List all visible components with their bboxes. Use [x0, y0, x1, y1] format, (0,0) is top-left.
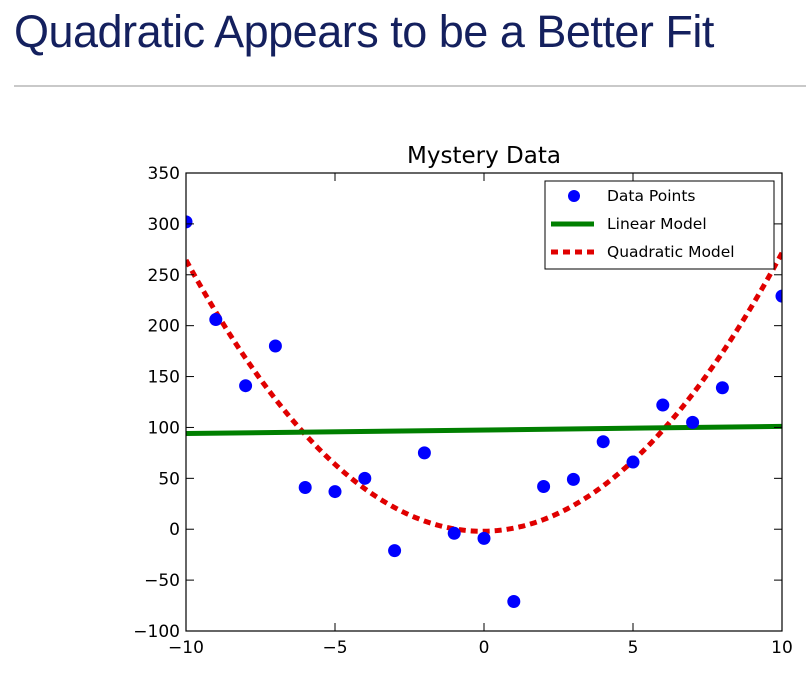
data-point — [239, 379, 252, 392]
data-point — [507, 595, 520, 608]
data-point — [269, 340, 282, 353]
data-point — [448, 527, 461, 540]
data-point — [567, 473, 580, 486]
y-tick-label: 0 — [169, 520, 180, 540]
y-tick-label: −50 — [144, 571, 180, 591]
data-point — [418, 446, 431, 459]
y-tick-label: 150 — [148, 368, 180, 388]
chart-title: Mystery Data — [407, 143, 561, 169]
y-tick-label: 200 — [148, 317, 180, 337]
data-point — [627, 456, 640, 469]
data-point — [329, 485, 342, 498]
data-point — [209, 313, 222, 326]
plot-marks — [180, 215, 789, 608]
quadratic-model-curve — [186, 253, 782, 531]
y-tick-label: −100 — [133, 622, 180, 642]
data-point — [686, 416, 699, 429]
x-tick-label: 0 — [479, 638, 490, 658]
data-point — [388, 544, 401, 557]
x-tick-label: −5 — [322, 638, 347, 658]
legend-label-linear-model: Linear Model — [607, 215, 707, 233]
y-tick-label: 350 — [148, 164, 180, 184]
y-tick-label: 300 — [148, 215, 180, 235]
y-tick-label: 50 — [158, 469, 180, 489]
x-tick-label: 10 — [771, 638, 793, 658]
legend-label-quadratic-model: Quadratic Model — [607, 243, 735, 261]
legend-marker-data-points — [568, 190, 580, 202]
data-point — [656, 399, 669, 412]
data-point — [716, 381, 729, 394]
data-point — [537, 480, 550, 493]
y-tick-label: 100 — [148, 418, 180, 438]
data-point — [597, 435, 610, 448]
legend-label-data-points: Data Points — [607, 187, 696, 205]
chart-legend: Data Points Linear Model Quadratic Model — [545, 181, 774, 269]
y-tick-label: 250 — [148, 266, 180, 286]
data-point — [299, 481, 312, 494]
data-point — [358, 472, 371, 485]
x-tick-label: 5 — [628, 638, 639, 658]
data-point — [478, 532, 491, 545]
